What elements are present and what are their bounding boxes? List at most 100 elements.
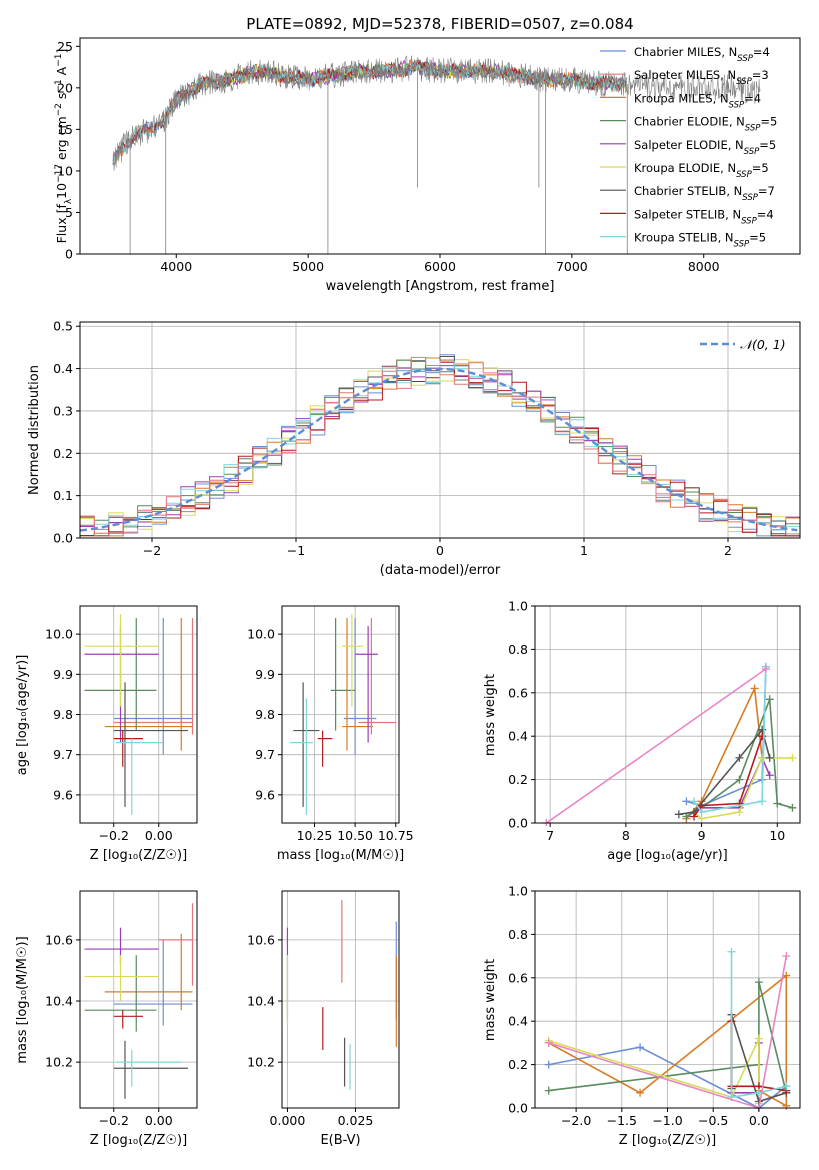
y-tick-label: 0.8 [508,642,528,657]
y-tick-label: 1.0 [508,884,528,899]
legend-label: Kroupa STELIB, NSSP=5 [634,231,766,250]
x-tick-label: 0.025 [338,1113,374,1128]
x-tick-label: 10.50 [337,828,373,843]
series-marker [735,753,744,762]
y-tick-label: 0.1 [53,488,73,503]
observed-spectrum-line [112,55,761,171]
x-tick-label: 10 [769,828,785,843]
series-marker [674,810,683,819]
series-marker [735,775,744,784]
series-marker [765,695,774,704]
y-tick-label: 0.4 [508,729,528,744]
x-tick-label: 7 [546,828,554,843]
series-marker [758,797,767,806]
x-axis-label: mass [log₁₀(M/M☉)] [277,848,404,863]
y-tick-label: 20 [57,80,73,95]
y-tick-label: 0.2 [508,772,528,787]
x-tick-label: 0.000 [270,1113,306,1128]
label-part: −2 [54,103,64,116]
legend-sub: SSP [736,170,752,180]
y-tick-label: 0.0 [508,816,528,831]
legend-text: Kroupa ELODIE, N [634,161,736,175]
y-tick-label: 0.3 [53,403,73,418]
legend-text: Salpeter ELODIE, N [634,138,744,152]
y-tick-label: 10.4 [247,994,275,1009]
x-tick-label: −0.2 [99,1113,129,1128]
residuals-panel: −2 −1 0 1 2 0.0 0.1 0.2 0.3 0.4 0.5 (data-model)/er… [27,319,801,578]
axes-frame [281,890,400,1109]
x-axis-label: age [log₁₀(age/yr)] [607,848,728,863]
series-marker [788,803,797,812]
series-line [548,981,788,1093]
series-marker [765,771,774,780]
series-marker [754,1034,763,1043]
y-tick-label: 0.2 [508,1057,528,1072]
series-marker [750,684,759,693]
y-axis-label: Flux [fλ10−17 erg cm−2 s−1 A−1] [54,49,74,244]
legend-value: =3 [752,68,769,82]
legend-label: Kroupa MILES, NSSP=4 [634,91,761,110]
legend-sub: SSP [744,147,760,157]
series-line [693,735,763,817]
x-tick-label: −1.5 [607,1113,637,1128]
series-line [548,1038,760,1104]
x-axis-label: Z [log₁₀(Z/Z☉)] [90,1133,187,1148]
legend-sub: SSP [734,240,750,250]
axes-frame [534,605,801,824]
legend-sub: SSP [736,77,752,87]
y-tick-label: 10.6 [247,932,275,947]
legend-value: =5 [749,231,766,245]
x-axis-label: Z [log₁₀(Z/Z☉)] [619,1133,716,1148]
y-tick-label: 0.6 [508,685,528,700]
x-tick-label: −1 [287,543,305,558]
x-tick-label: 8 [622,828,630,843]
legend-value: =5 [752,161,769,175]
series-marker [544,1060,553,1069]
legend-sub: SSP [741,216,757,226]
x-tick-label: 0.00 [145,1113,173,1128]
y-tick-label: 10.0 [247,627,275,642]
legend-label: Chabrier ELODIE, NSSP=5 [634,115,777,134]
series-marker [782,952,791,961]
y-tick-label: 0 [65,247,73,262]
x-tick-label: 10.25 [297,828,333,843]
series-marker [758,753,767,762]
legend-sub: SSP [742,193,758,203]
legend-text: Chabrier ELODIE, N [634,115,745,129]
label-part: 10 [54,183,69,199]
series-marker [765,753,774,762]
y-tick-label: 9.9 [255,667,275,682]
y-tick-label: 0.0 [508,1101,528,1116]
y-tick-label: 5 [65,205,73,220]
x-tick-label: −2 [143,543,161,558]
x-axis-label: wavelength [Angstrom, rest frame] [326,279,555,294]
series-marker [636,1088,645,1097]
legend-value: =4 [757,207,774,221]
x-tick-label: 1 [580,543,588,558]
x-tick-label: 7000 [556,259,588,274]
y-tick-label: 0.4 [508,1014,528,1029]
series-marker [761,664,770,673]
legend-sub: SSP [745,124,761,134]
y-tick-label: 9.9 [53,667,73,682]
label-part: erg cm [54,116,69,164]
figure-title: PLATE=0892, MJD=52378, FIBERID=0507, z=0… [246,15,633,33]
legend-label: Kroupa ELODIE, NSSP=5 [634,161,769,180]
series-marker [697,808,706,817]
x-axis-label: Z [log₁₀(Z/Z☉)] [90,848,187,863]
label-part: ] [54,49,69,54]
series-marker [636,1043,645,1052]
label-part: −17 [54,164,64,183]
legend-text: Chabrier STELIB, N [634,184,742,198]
series-line [685,685,763,820]
series-marker [690,797,698,806]
legend-sub: SSP [729,100,745,110]
legend-label: Salpeter ELODIE, NSSP=5 [634,138,776,157]
x-tick-label: 0 [436,543,444,558]
series-marker [544,1086,553,1095]
y-tick-label: 9.7 [255,747,275,762]
age-vs-mass-panel: 10.25 10.50 10.75 9.6 9.7 9.8 9.9 10.0 mass [log… [247,605,414,863]
legend-value: =4 [744,91,761,105]
